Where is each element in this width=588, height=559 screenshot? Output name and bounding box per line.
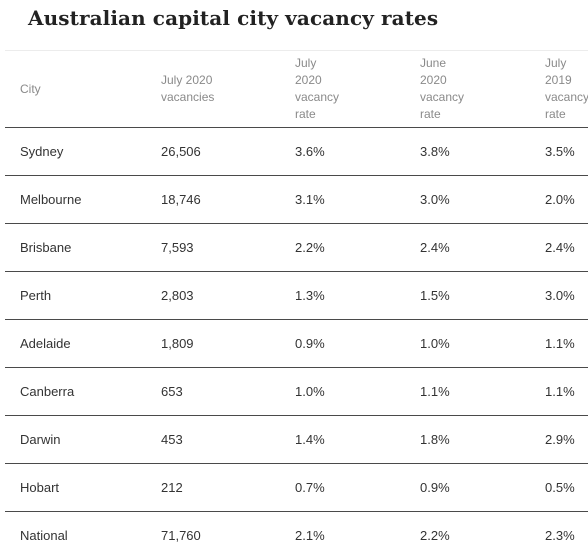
column-header-june-2020-vacancy-rate: June 2020 vacancy rate [405,51,530,128]
june-2020-rate-cell: 1.0% [405,319,530,368]
column-header-city: City [5,51,146,128]
vacancies-cell: 653 [146,367,280,416]
vacancies-cell: 26,506 [146,127,280,176]
column-header-july-2020-vacancies: July 2020 vacancies [146,51,280,128]
july-2020-rate-cell: 1.0% [280,367,405,416]
city-cell: Hobart [5,463,146,512]
page-title: Australian capital city vacancy rates [28,6,439,30]
july-2019-rate-cell: 1.1% [530,367,588,416]
june-2020-rate-cell: 0.9% [405,463,530,512]
city-cell: Sydney [5,127,146,176]
july-2020-rate-cell: 2.1% [280,511,405,559]
city-cell: National [5,511,146,559]
june-2020-rate-cell: 3.0% [405,175,530,224]
july-2020-rate-cell: 1.4% [280,415,405,464]
table-row: Darwin 453 1.4% 1.8% 2.9% [5,415,588,464]
june-2020-rate-cell: 1.8% [405,415,530,464]
table-row: Melbourne 18,746 3.1% 3.0% 2.0% [5,175,588,224]
table-header-row: City July 2020 vacancies July 2020 vacan… [5,51,588,128]
column-header-july-2019-vacancy-rate: July 2019 vacancy rate [530,51,588,128]
july-2019-rate-cell: 2.4% [530,223,588,272]
june-2020-rate-cell: 3.8% [405,127,530,176]
city-cell: Perth [5,271,146,320]
table-row: Hobart 212 0.7% 0.9% 0.5% [5,463,588,512]
city-cell: Canberra [5,367,146,416]
table-row: Canberra 653 1.0% 1.1% 1.1% [5,367,588,416]
july-2019-rate-cell: 2.9% [530,415,588,464]
july-2019-rate-cell: 1.1% [530,319,588,368]
june-2020-rate-cell: 1.1% [405,367,530,416]
july-2020-rate-cell: 3.6% [280,127,405,176]
vacancies-cell: 18,746 [146,175,280,224]
vacancies-cell: 2,803 [146,271,280,320]
vacancy-table-container: City July 2020 vacancies July 2020 vacan… [5,50,588,559]
vacancies-cell: 212 [146,463,280,512]
june-2020-rate-cell: 2.4% [405,223,530,272]
july-2019-rate-cell: 2.0% [530,175,588,224]
city-cell: Darwin [5,415,146,464]
vacancies-cell: 453 [146,415,280,464]
july-2019-rate-cell: 3.0% [530,271,588,320]
july-2019-rate-cell: 0.5% [530,463,588,512]
table-row: Sydney 26,506 3.6% 3.8% 3.5% [5,127,588,176]
june-2020-rate-cell: 1.5% [405,271,530,320]
july-2020-rate-cell: 0.7% [280,463,405,512]
july-2019-rate-cell: 2.3% [530,511,588,559]
vacancies-cell: 71,760 [146,511,280,559]
june-2020-rate-cell: 2.2% [405,511,530,559]
table-row: National 71,760 2.1% 2.2% 2.3% [5,511,588,559]
table-top-divider [5,50,588,51]
july-2020-rate-cell: 3.1% [280,175,405,224]
column-header-july-2020-vacancy-rate: July 2020 vacancy rate [280,51,405,128]
city-cell: Brisbane [5,223,146,272]
city-cell: Adelaide [5,319,146,368]
vacancy-rates-table: City July 2020 vacancies July 2020 vacan… [5,51,588,559]
vacancies-cell: 7,593 [146,223,280,272]
table-row: Brisbane 7,593 2.2% 2.4% 2.4% [5,223,588,272]
city-cell: Melbourne [5,175,146,224]
table-row: Perth 2,803 1.3% 1.5% 3.0% [5,271,588,320]
july-2020-rate-cell: 2.2% [280,223,405,272]
table-row: Adelaide 1,809 0.9% 1.0% 1.1% [5,319,588,368]
july-2020-rate-cell: 0.9% [280,319,405,368]
july-2020-rate-cell: 1.3% [280,271,405,320]
july-2019-rate-cell: 3.5% [530,127,588,176]
vacancies-cell: 1,809 [146,319,280,368]
